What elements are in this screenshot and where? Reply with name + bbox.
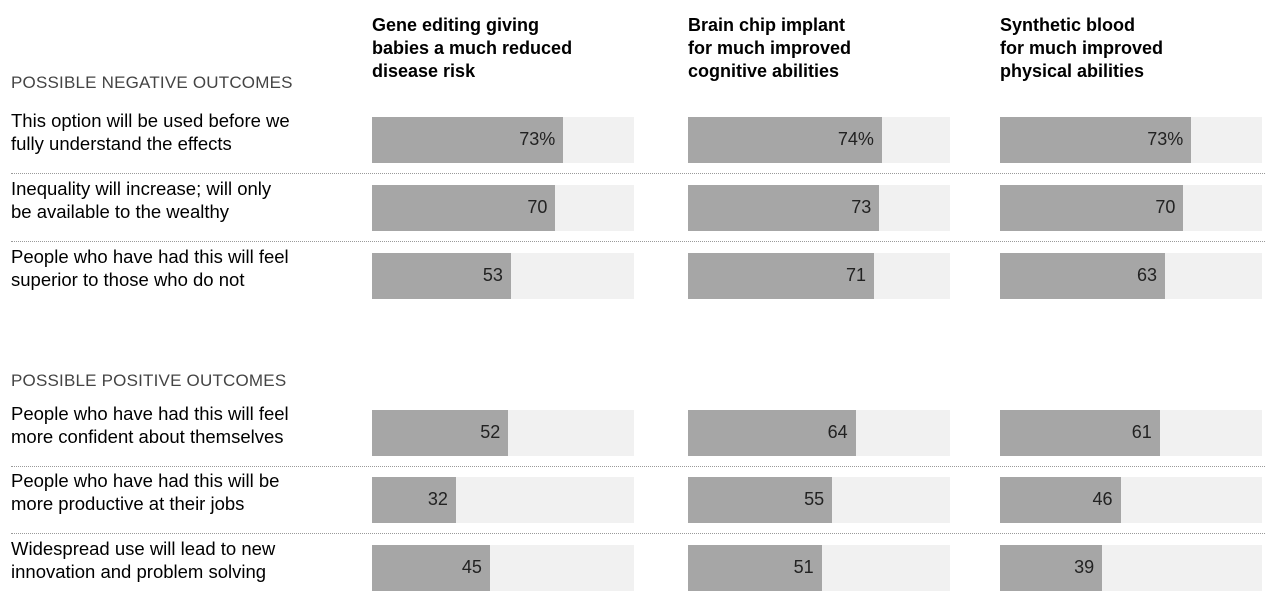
- data-label: 73: [851, 197, 872, 217]
- data-label: 73%: [519, 129, 556, 149]
- data-label: 61: [1131, 422, 1152, 442]
- bar: [372, 477, 456, 523]
- bar: [688, 545, 822, 591]
- bar-track: 52: [372, 410, 634, 456]
- data-label: 70: [527, 197, 548, 217]
- bar: [1000, 545, 1103, 591]
- section-title: POSSIBLE POSITIVE OUTCOMES: [11, 371, 287, 390]
- bar: [688, 477, 833, 523]
- data-label: 70: [1155, 197, 1176, 217]
- bar: [1000, 185, 1184, 231]
- row-divider: [11, 173, 1265, 174]
- bar-track: 39: [1000, 545, 1262, 591]
- data-label: 52: [480, 422, 501, 442]
- bar-track: 32: [372, 477, 634, 523]
- column-header: Gene editing giving babies a much reduce…: [372, 15, 573, 81]
- data-label: 55: [804, 489, 825, 509]
- data-label: 51: [793, 557, 814, 577]
- bar-track: 55: [688, 477, 950, 523]
- data-label: 74%: [837, 129, 874, 149]
- bar-track: 70: [1000, 185, 1262, 231]
- bar: [372, 410, 509, 456]
- bar: [1000, 477, 1121, 523]
- bar: [1000, 117, 1192, 163]
- row-label: People who have had this will feel super…: [11, 246, 289, 290]
- data-label: 63: [1137, 265, 1158, 285]
- data-label: 64: [827, 422, 848, 442]
- bar-track: 73%: [1000, 117, 1262, 163]
- column-header: Synthetic blood for much improved physic…: [1000, 15, 1164, 81]
- bar: [688, 185, 880, 231]
- bar-track: 45: [372, 545, 634, 591]
- row-divider: [11, 241, 1265, 242]
- bar-track: 74%: [688, 117, 950, 163]
- data-label: 73%: [1147, 129, 1184, 149]
- section-title: POSSIBLE NEGATIVE OUTCOMES: [11, 73, 293, 92]
- row-label: Widespread use will lead to new innovati…: [11, 538, 276, 582]
- bar-track: 73: [688, 185, 950, 231]
- bar-track: 51: [688, 545, 950, 591]
- row-label: People who have had this will feel more …: [11, 403, 289, 447]
- bar-track: 63: [1000, 253, 1262, 299]
- row-divider: [11, 533, 1265, 534]
- bar: [688, 410, 856, 456]
- data-label: 45: [461, 557, 482, 577]
- bar-track: 73%: [372, 117, 634, 163]
- row-label: Inequality will increase; will only be a…: [11, 178, 272, 222]
- row-divider: [11, 466, 1265, 467]
- data-label: 46: [1092, 489, 1113, 509]
- bar: [688, 117, 882, 163]
- row-label: This option will be used before we fully…: [11, 110, 290, 154]
- data-label: 53: [482, 265, 503, 285]
- bar: [372, 253, 511, 299]
- bar-track: 64: [688, 410, 950, 456]
- bar-track: 46: [1000, 477, 1262, 523]
- bar: [372, 185, 556, 231]
- bar-track: 61: [1000, 410, 1262, 456]
- data-label: 71: [846, 265, 867, 285]
- bar-track: 53: [372, 253, 634, 299]
- data-label: 32: [427, 489, 448, 509]
- bar-track: 71: [688, 253, 950, 299]
- bar: [372, 117, 564, 163]
- bar: [1000, 410, 1160, 456]
- bar: [1000, 253, 1166, 299]
- data-label: 39: [1074, 557, 1095, 577]
- bar-track: 70: [372, 185, 634, 231]
- bar: [372, 545, 490, 591]
- column-header: Brain chip implant for much improved cog…: [688, 15, 852, 81]
- row-label: People who have had this will be more pr…: [11, 470, 280, 514]
- bar: [688, 253, 875, 299]
